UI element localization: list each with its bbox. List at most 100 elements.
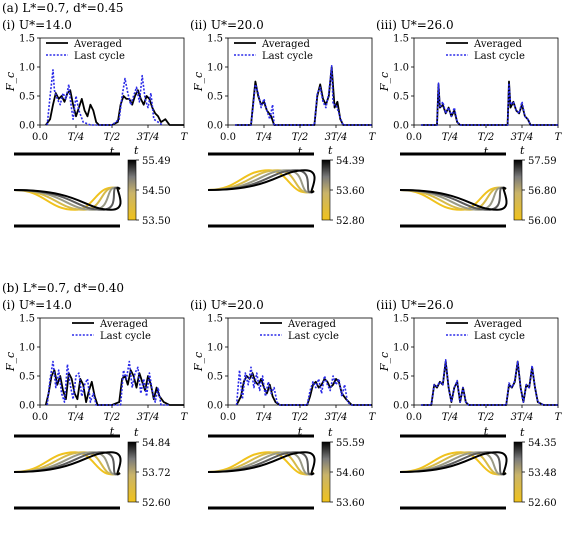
legend-label: Averaged <box>73 39 122 50</box>
legend-label: Averaged <box>99 319 148 330</box>
y-tick-label: 1.5 <box>207 314 223 325</box>
colorbar-tick-label: 52.80 <box>336 216 365 227</box>
chart-subtitle: (ii) U*=20.0 <box>190 298 264 312</box>
colorbar-tick-label: 57.59 <box>528 156 557 167</box>
y-tick-label: 0.0 <box>19 121 35 132</box>
legend-label: Last cycle <box>288 331 339 342</box>
colorbar-label: t <box>520 426 525 439</box>
series-line-averaged <box>421 360 558 406</box>
y-tick-label: 1.5 <box>393 314 409 325</box>
series-line-averaged <box>44 369 184 406</box>
x-tick-label: T/2 <box>478 132 494 143</box>
chart-subtitle: (iii) U*=26.0 <box>376 298 454 312</box>
panel-a-label: (a) L*=0.7, d*=0.45 <box>2 1 124 15</box>
x-axis-label: t <box>298 145 303 158</box>
x-tick-label: 0.0 <box>32 412 48 423</box>
series-line-last-cycle <box>421 358 558 406</box>
series-line-last-cycle <box>235 65 372 126</box>
colorbar <box>321 441 331 503</box>
x-tick-label: 3T/4 <box>137 412 160 423</box>
colorbar-tick-label: 56.00 <box>528 216 557 227</box>
chart-subtitle: (iii) U*=26.0 <box>376 18 454 32</box>
y-tick-label: 1.0 <box>207 63 223 74</box>
series-line-last-cycle <box>46 69 163 126</box>
colorbar-tick-label: 53.60 <box>336 498 365 509</box>
y-tick-label: 1.5 <box>19 314 35 325</box>
y-tick-label: 0.5 <box>393 92 409 103</box>
x-tick-label: T <box>369 132 377 143</box>
x-tick-label: T <box>555 412 563 423</box>
colorbar-tick-label: 52.60 <box>528 498 557 509</box>
y-tick-label: 0.0 <box>19 401 35 412</box>
y-tick-label: 0.5 <box>207 92 223 103</box>
x-tick-label: 0.0 <box>32 132 48 143</box>
x-tick-label: 0.0 <box>406 132 422 143</box>
colorbar-tick-label: 52.60 <box>142 498 171 509</box>
y-tick-label: 1.5 <box>207 34 223 45</box>
colorbar-label: t <box>134 144 139 157</box>
x-tick-label: T/2 <box>292 412 308 423</box>
wake-curve <box>399 451 508 476</box>
colorbar-tick-label: 53.48 <box>528 468 557 479</box>
x-axis-label: t <box>484 425 489 438</box>
legend-label: Last cycle <box>474 51 525 62</box>
y-axis-label: F_c <box>378 352 391 372</box>
x-tick-label: 0.0 <box>220 412 236 423</box>
x-tick-label: T/4 <box>442 412 458 423</box>
chart-subtitle: (i) U*=14.0 <box>2 298 72 312</box>
x-tick-label: T <box>181 412 189 423</box>
colorbar-label: t <box>328 426 333 439</box>
legend-label: Last cycle <box>474 331 525 342</box>
x-tick-label: T/4 <box>256 132 272 143</box>
colorbar-tick-label: 55.59 <box>336 438 365 449</box>
x-tick-label: 0.0 <box>220 132 236 143</box>
x-tick-label: 3T/4 <box>325 412 348 423</box>
legend-label: Averaged <box>473 39 522 50</box>
colorbar <box>127 159 137 221</box>
colorbar <box>321 159 331 221</box>
y-tick-label: 0.0 <box>393 401 409 412</box>
legend-label: Averaged <box>261 39 310 50</box>
x-tick-label: T/2 <box>478 412 494 423</box>
x-tick-label: 3T/4 <box>137 132 160 143</box>
wake-curve <box>207 451 316 476</box>
x-tick-label: T <box>181 132 189 143</box>
legend-label: Last cycle <box>74 51 125 62</box>
colorbar-tick-label: 53.60 <box>336 186 365 197</box>
y-tick-label: 0.0 <box>207 401 223 412</box>
colorbar-tick-label: 55.49 <box>142 156 171 167</box>
legend-label: Averaged <box>473 319 522 330</box>
wake-curve <box>13 451 122 476</box>
wake-curve <box>399 186 508 211</box>
colorbar-tick-label: 54.39 <box>336 156 365 167</box>
x-tick-label: 0.0 <box>406 412 422 423</box>
colorbar-label: t <box>520 144 525 157</box>
x-tick-label: T/4 <box>68 412 84 423</box>
y-tick-label: 1.0 <box>393 63 409 74</box>
legend-label: Averaged <box>287 319 336 330</box>
x-tick-label: T/4 <box>442 132 458 143</box>
series-line-last-cycle <box>421 82 558 126</box>
colorbar-tick-label: 53.72 <box>142 468 171 479</box>
series-line-averaged <box>235 66 372 126</box>
wake-curve <box>207 169 316 194</box>
force-chart-5: (ii) U*=20.0 0.0 0.5 1.0 1.5 0.0 T/4 T/2 3T/4 Tt F… <box>190 298 377 438</box>
y-axis-label: F_c <box>4 72 17 92</box>
panel-b-label: (b) L*=0.7, d*=0.40 <box>2 281 124 295</box>
y-tick-label: 1.5 <box>393 34 409 45</box>
colorbar-label: t <box>134 426 139 439</box>
colorbar-tick-label: 54.50 <box>142 186 171 197</box>
y-tick-label: 1.0 <box>207 343 223 354</box>
wake-panel-2: t 54.39 53.60 52.80 <box>207 144 365 228</box>
y-tick-label: 1.0 <box>19 63 35 74</box>
force-chart-4: (i) U*=14.0 0.0 0.5 1.0 1.5 0.0 T/4 T/2 3T/4 Tt F_… <box>2 298 189 438</box>
x-tick-label: T/4 <box>256 412 272 423</box>
force-chart-6: (iii) U*=26.0 0.0 0.5 1.0 1.5 0.0 T/4 T/2 3T/4 Tt… <box>376 298 563 438</box>
x-axis-label: t <box>484 145 489 158</box>
x-tick-label: T/2 <box>104 412 120 423</box>
series-line-last-cycle <box>235 366 372 406</box>
y-axis-label: F_c <box>378 72 391 92</box>
